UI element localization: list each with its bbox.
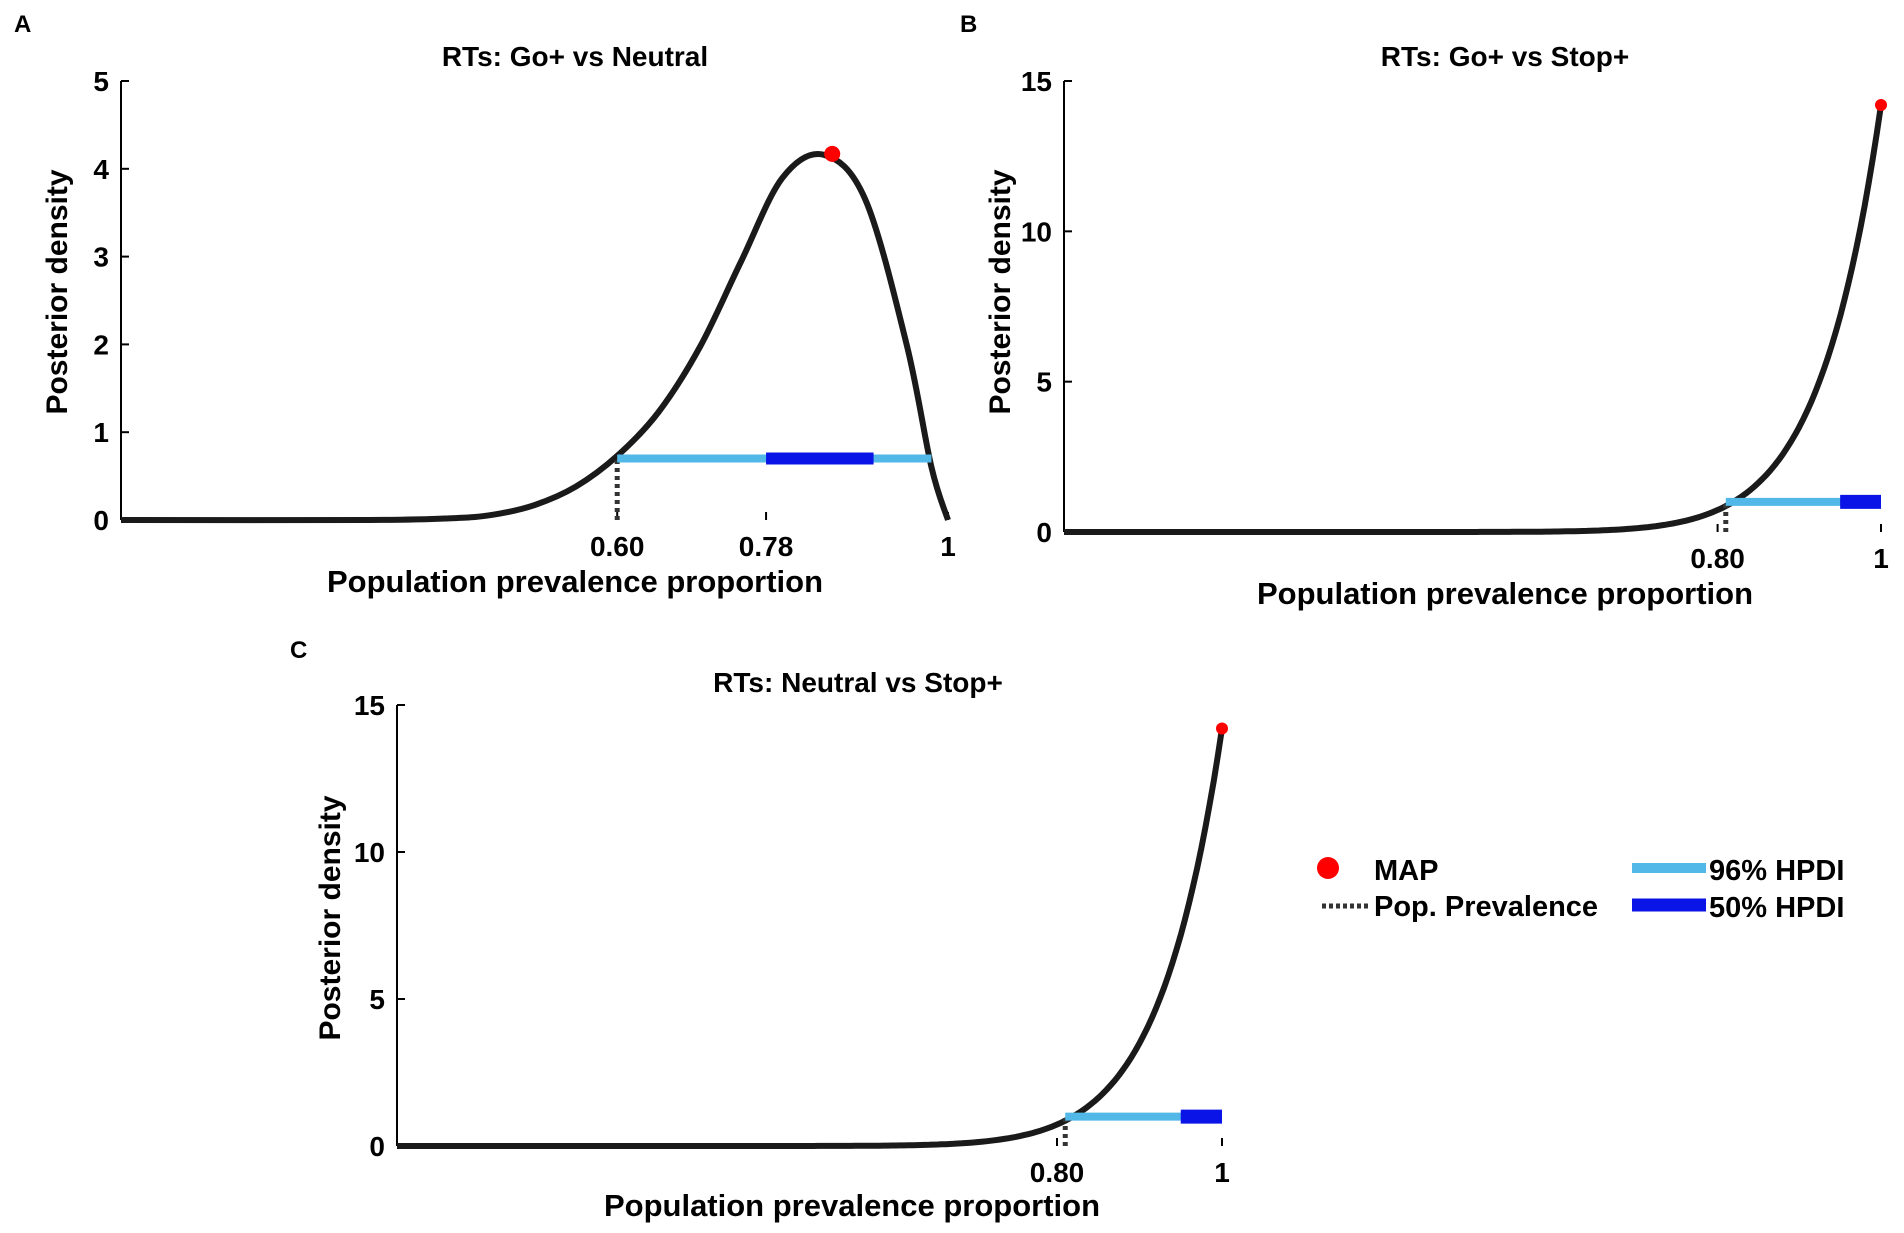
posterior-curve: [397, 728, 1225, 1149]
y-tick-label: 10: [1021, 216, 1052, 247]
legend-map-label: MAP: [1374, 855, 1438, 887]
chart-title: RTs: Go+ vs Stop+: [1381, 41, 1629, 72]
x-axis-label: Population prevalence proportion: [1257, 576, 1753, 611]
y-tick-label: 2: [93, 329, 109, 360]
x-tick-label: 0.78: [739, 531, 794, 562]
y-tick-label: 4: [93, 154, 109, 185]
x-ticks: 0.60 0.78 1: [590, 512, 956, 562]
legend-hpdi-50-label: 50% HPDI: [1709, 892, 1844, 924]
panel-a: A RTs: Go+ vs Neutral Posterior density …: [14, 11, 956, 599]
legend-map-swatch: [1317, 857, 1339, 879]
y-tick-label: 5: [93, 66, 109, 97]
legend: MAP Pop. Prevalence 96% HPDI 50% HPDI: [1317, 855, 1844, 924]
y-ticks: 0 1 2 3 4 5: [93, 66, 129, 536]
x-tick-label: 0.80: [1690, 543, 1745, 574]
x-ticks: 0.80 1: [1690, 524, 1889, 574]
y-tick-label: 0: [369, 1131, 385, 1162]
legend-hpdi-96-label: 96% HPDI: [1709, 855, 1844, 887]
y-tick-label: 5: [1036, 367, 1052, 398]
posterior-curve: [1064, 104, 1884, 535]
y-axis-label: Posterior density: [41, 169, 74, 414]
panel-c: C RTs: Neutral vs Stop+ Posterior densit…: [290, 637, 1230, 1223]
panel-label-b: B: [960, 11, 977, 38]
x-tick-label: 1: [1873, 543, 1889, 574]
panel-label-a: A: [14, 11, 31, 38]
y-axis-label: Posterior density: [314, 795, 347, 1040]
map-point: [1216, 722, 1228, 735]
map-point: [1875, 99, 1887, 112]
y-tick-label: 15: [1021, 66, 1052, 97]
posterior-curve: [120, 150, 951, 524]
map-point: [824, 145, 841, 162]
y-tick-label: 3: [93, 242, 109, 273]
chart-title: RTs: Neutral vs Stop+: [713, 667, 1003, 698]
x-tick-label: 1: [940, 531, 956, 562]
x-ticks: 0.80 1: [1030, 1138, 1230, 1188]
legend-pop-prevalence-label: Pop. Prevalence: [1374, 891, 1598, 923]
x-tick-label: 0.60: [590, 531, 645, 562]
y-tick-label: 10: [354, 837, 385, 868]
panel-b: B RTs: Go+ vs Stop+ Posterior density Po…: [960, 11, 1889, 611]
y-ticks: 0 5 10 15: [354, 690, 405, 1162]
y-ticks: 0 5 10 15: [1021, 66, 1072, 548]
chart-title: RTs: Go+ vs Neutral: [442, 41, 708, 72]
y-tick-label: 0: [93, 505, 109, 536]
y-axis-label: Posterior density: [984, 169, 1017, 414]
y-tick-label: 5: [369, 984, 385, 1015]
x-tick-label: 1: [1214, 1157, 1230, 1188]
y-tick-label: 0: [1036, 517, 1052, 548]
x-tick-label: 0.80: [1030, 1157, 1085, 1188]
x-axis-label: Population prevalence proportion: [604, 1188, 1100, 1223]
y-tick-label: 15: [354, 690, 385, 721]
y-tick-label: 1: [93, 417, 109, 448]
panel-label-c: C: [290, 637, 307, 664]
x-axis-label: Population prevalence proportion: [327, 564, 823, 599]
